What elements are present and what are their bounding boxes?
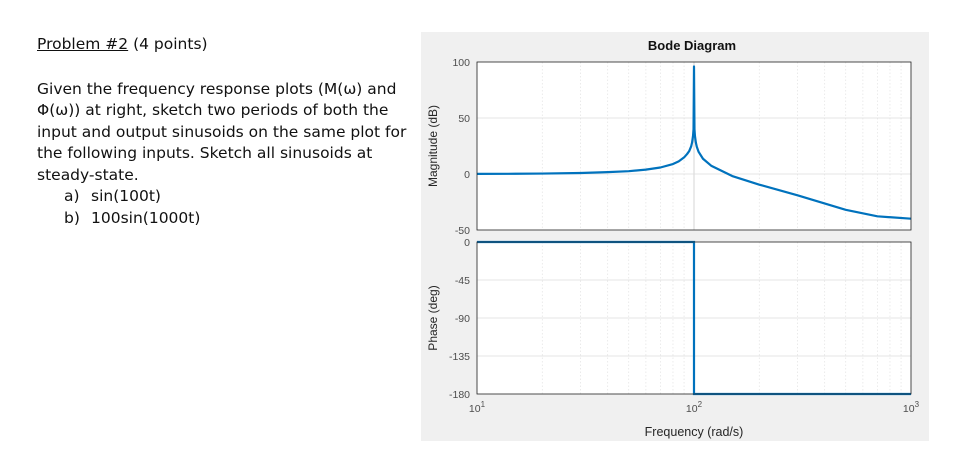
magnitude-y-ticks: -50 0 50 100 [452, 57, 470, 237]
problem-heading: Problem #2 (4 points) [37, 34, 417, 56]
problem-statement: Problem #2 (4 points) Given the frequenc… [37, 34, 417, 229]
problem-body: Given the frequency response plots (M(ω)… [37, 79, 407, 184]
y-tick-label: -50 [455, 225, 470, 237]
x-tick-label: 101 [469, 400, 486, 415]
magnitude-axes-border [476, 61, 912, 231]
part-text: sin(100t) [91, 187, 161, 205]
x-tick-label: 102 [686, 400, 703, 415]
y-tick-label: -45 [455, 275, 470, 287]
problem-part-b: b) 100sin(1000t) [37, 208, 417, 230]
magnitude-series-line [476, 65, 912, 220]
chart-title: Bode Diagram [648, 38, 736, 53]
part-letter: a) [64, 187, 80, 205]
y-tick-label: 0 [464, 169, 470, 181]
phase-axes-border [476, 241, 912, 395]
magnitude-y-label: Magnitude (dB) [426, 105, 440, 187]
phase-y-ticks: -180 -135 -90 -45 0 [449, 237, 470, 401]
bode-figure: Bode Diagram -50 0 50 100 Magnitude (dB) -1… [421, 32, 929, 441]
problem-parts-list: a) sin(100t) b) 100sin(1000t) [37, 186, 417, 229]
y-tick-label: 50 [458, 113, 470, 125]
y-tick-label: 100 [452, 57, 470, 69]
phase-y-label: Phase (deg) [426, 285, 440, 350]
part-letter: b) [64, 208, 80, 227]
phase-x-ticks: 101 102 103 [469, 400, 920, 415]
problem-part-a: a) sin(100t) [37, 186, 417, 208]
phase-x-label: Frequency (rad/s) [645, 425, 744, 439]
problem-number: Problem #2 [37, 35, 129, 53]
y-tick-label: -135 [449, 351, 470, 363]
y-tick-label: -90 [455, 313, 470, 325]
y-tick-label: 0 [464, 237, 470, 249]
x-tick-label: 103 [903, 400, 920, 415]
part-text: 100sin(1000t) [91, 208, 201, 227]
y-tick-label: -180 [449, 389, 470, 401]
problem-points: (4 points) [133, 35, 208, 53]
